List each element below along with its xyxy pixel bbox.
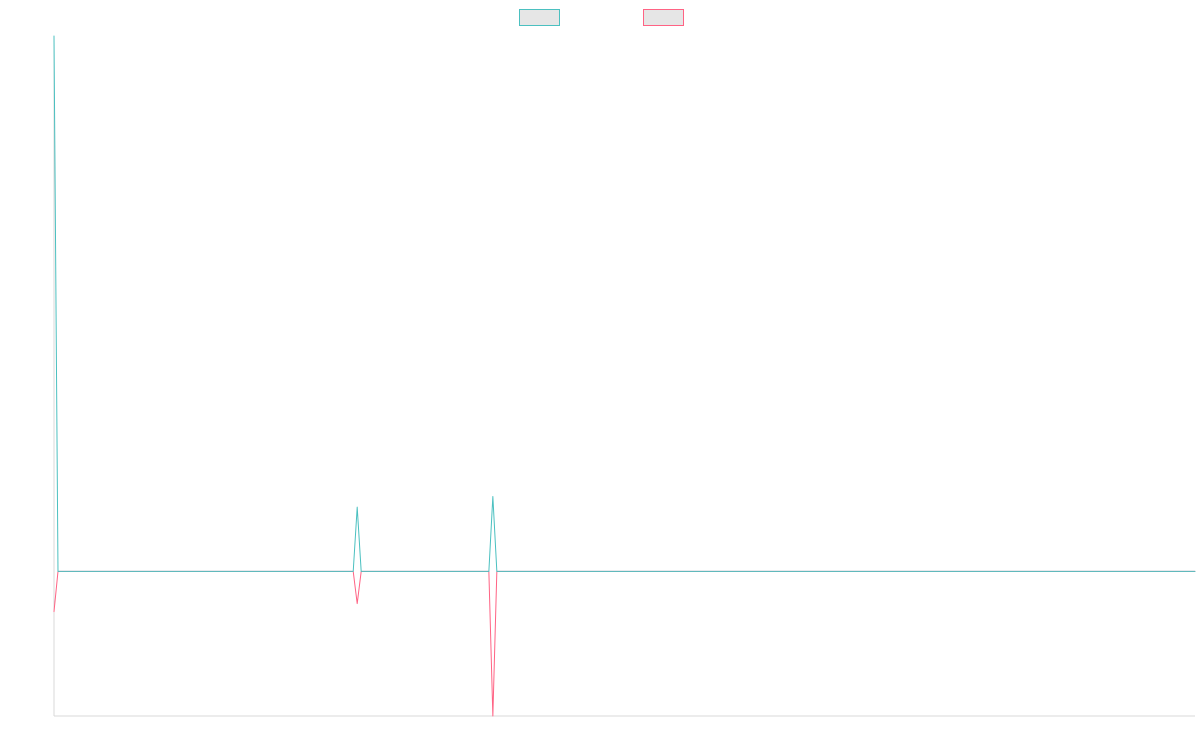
axes — [53, 36, 1195, 717]
legend-swatch-series-2[interactable] — [643, 9, 684, 26]
plot-area — [53, 35, 1196, 717]
legend-swatch-series-1[interactable] — [519, 9, 560, 26]
series-2-line — [53, 570, 1196, 717]
legend — [519, 9, 684, 26]
series-1-line — [53, 35, 1196, 572]
